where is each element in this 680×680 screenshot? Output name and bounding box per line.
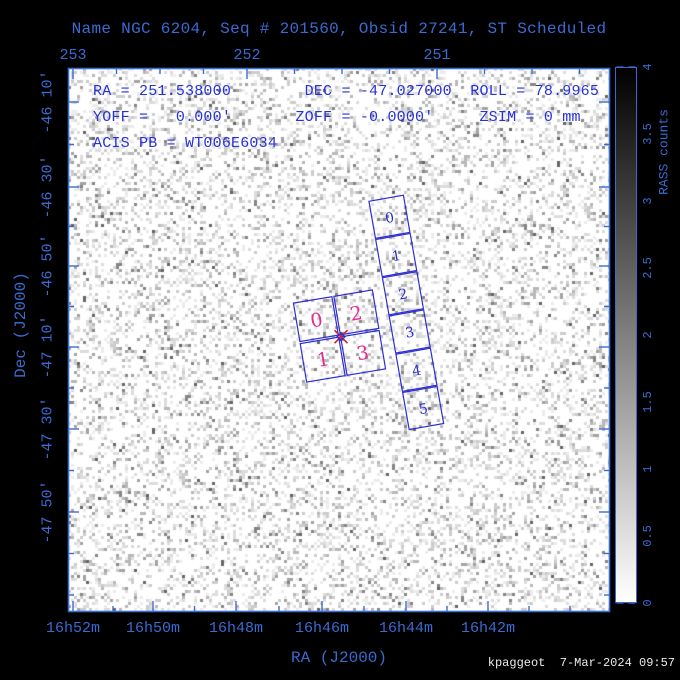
colorbar-tick-label: 0 (641, 599, 655, 607)
y-left-tick-label: -47 50' (39, 480, 57, 544)
acis-s-array: 0 1 2 3 4 5 (368, 194, 445, 431)
x-bottom-tick-label: 16h52m (45, 620, 101, 637)
colorbar-tick-label: 3 (641, 197, 655, 205)
y-left-tick-label: -46 10' (39, 70, 57, 134)
y-left-tick-label: -46 30' (39, 155, 57, 219)
acis-i-chip-label: 1 (315, 348, 331, 372)
x-bottom-tick-label: 16h48m (208, 620, 264, 637)
acis-s-chip-label: 5 (418, 401, 430, 418)
colorbar-tick-label: 4 (641, 63, 655, 71)
colorbar-gradient (615, 67, 637, 603)
x-top-tick-label: 253 (59, 47, 87, 64)
colorbar-title: RASS counts (656, 109, 672, 195)
y-left-tick-label: -46 50' (39, 234, 57, 298)
y-left-tick-label: -47 10' (39, 315, 57, 379)
x-bottom-tick-label: 16h44m (378, 620, 434, 637)
x-axis-title: RA (J2000) (290, 649, 387, 667)
sky-image-area: RA = 251.538000 DEC = -47.027000 ROLL = … (68, 68, 610, 612)
x-top-tick-label: 252 (233, 47, 261, 64)
acis-i-chip-label: 3 (355, 342, 371, 366)
colorbar-tick-label: 1 (641, 465, 655, 473)
credit-text: kpaggeot 7-Mar-2024 09:57 (487, 656, 675, 670)
acis-s-chip-label: 1 (391, 248, 403, 265)
colorbar-tick-label: 2 (641, 331, 655, 339)
x-bottom-tick-label: 16h46m (294, 620, 350, 637)
x-bottom-tick-label: 16h42m (460, 620, 516, 637)
acis-s-chip-label: 2 (397, 286, 409, 303)
colorbar-tick-label: 3.5 (641, 123, 655, 145)
acis-s-chip-label: 3 (404, 324, 416, 341)
colorbar-tick-label: 2.5 (641, 257, 655, 279)
colorbar-tick-label: 1.5 (641, 391, 655, 413)
acis-i-chip-label: 0 (309, 309, 325, 333)
x-bottom-tick-label: 16h50m (125, 620, 181, 637)
plot-title: Name NGC 6204, Seq # 201560, Obsid 27241… (71, 20, 607, 38)
colorbar-tick-label: 0.5 (641, 525, 655, 547)
aimpoint-marker (333, 329, 349, 344)
y-axis-title: Dec (J2000) (12, 272, 30, 378)
acis-i-chip-label: 2 (348, 302, 364, 326)
y-left-tick-label: -47 30' (39, 397, 57, 461)
acis-s-chip-label: 0 (384, 210, 396, 227)
acis-s-chip-label: 4 (411, 363, 423, 380)
x-top-tick-label: 251 (423, 47, 451, 64)
